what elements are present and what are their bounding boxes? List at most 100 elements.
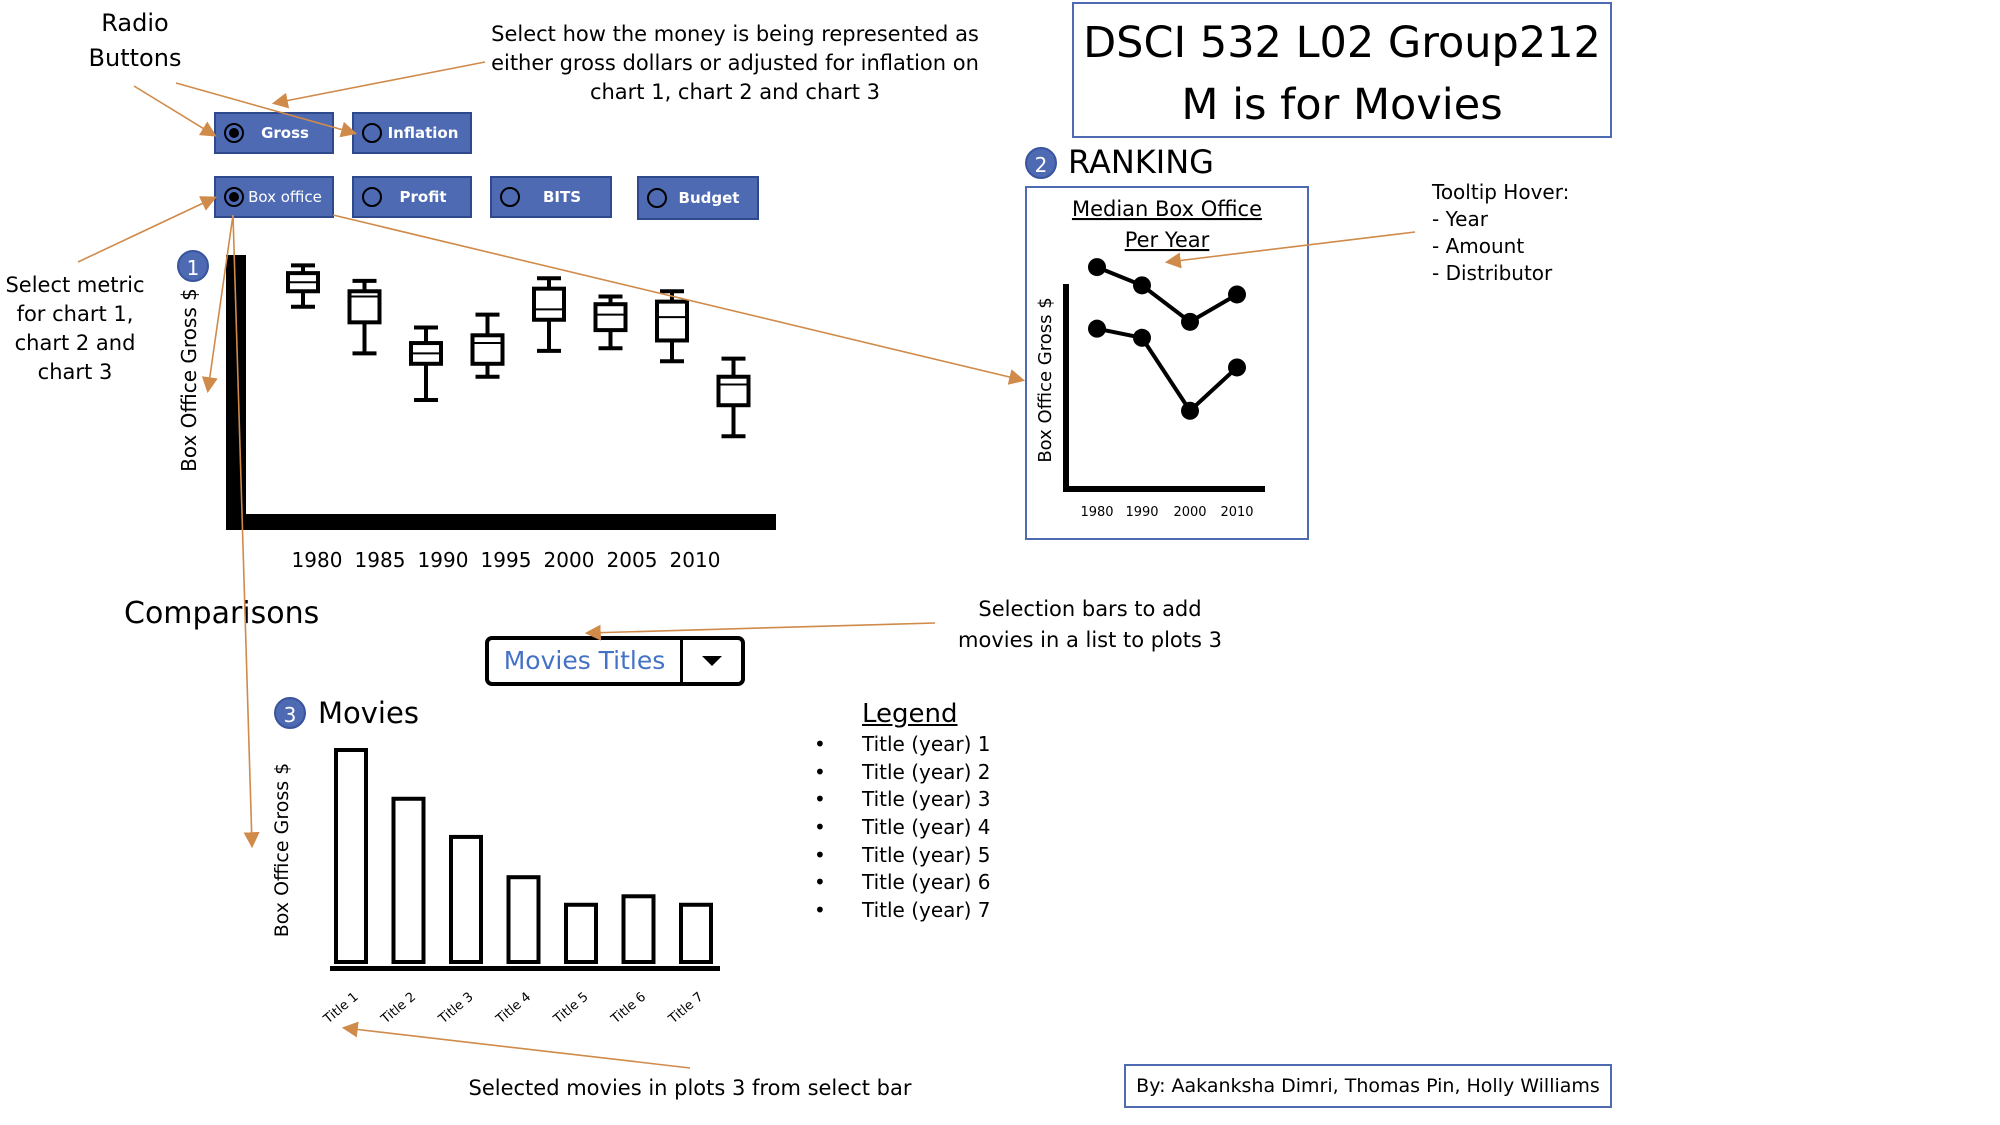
- box-mark: [716, 356, 751, 439]
- app-title-box: DSCI 532 L02 Group212 M is for Movies: [1072, 2, 1612, 138]
- ranking-heading: RANKING: [1068, 143, 1214, 181]
- annotation-line: - Distributor: [1432, 261, 1553, 285]
- legend-item: Title (year) 7: [814, 897, 991, 925]
- series-point[interactable]: [1181, 312, 1199, 331]
- comparisons-heading: Comparisons: [124, 596, 320, 631]
- series-point[interactable]: [1088, 319, 1106, 338]
- chart3-tick-label: Title 1: [320, 990, 361, 1028]
- chart2-tick-label: 2000: [1173, 505, 1206, 520]
- radio-buttons-annotation: Radio Buttons: [70, 6, 200, 76]
- radio-indicator-selected[interactable]: [224, 187, 244, 207]
- chart2-tick-label: 2010: [1220, 505, 1253, 520]
- radio-indicator[interactable]: [362, 187, 382, 207]
- radio-label: Box office: [248, 188, 322, 206]
- series-point[interactable]: [1133, 328, 1151, 347]
- chart3-x-axis: [330, 966, 720, 971]
- chart3-tick-label: Title 3: [435, 990, 476, 1028]
- annotation-line: for chart 1,: [16, 302, 134, 326]
- chart1-tick-label: 2000: [544, 548, 595, 572]
- tooltip-hover-note: Tooltip Hover: - Year - Amount - Distrib…: [1432, 179, 1632, 287]
- annotation-line: either gross dollars or adjusted for inf…: [491, 51, 979, 75]
- radio-bits[interactable]: BITS: [490, 176, 612, 218]
- chart1-x-axis: [226, 514, 776, 530]
- annotation-line: Select metric: [5, 273, 145, 297]
- chart2-y-axis: [1063, 284, 1069, 492]
- chart3-tick-label: Title 2: [378, 990, 419, 1028]
- annotation-line: - Year: [1432, 207, 1488, 231]
- radio-inflation[interactable]: Inflation: [352, 112, 472, 154]
- bar-mark: [679, 902, 713, 964]
- radio-box-office[interactable]: Box office: [214, 176, 334, 218]
- radio-indicator-selected[interactable]: [224, 123, 244, 143]
- movies-heading: Movies: [318, 696, 419, 730]
- bar-mark: [449, 834, 483, 964]
- arrow-selection-bars: [584, 622, 936, 641]
- box-mark: [532, 276, 566, 353]
- radio-indicator[interactable]: [647, 188, 667, 208]
- radio-label: Gross: [261, 124, 309, 142]
- annotation-line: Buttons: [88, 44, 182, 72]
- legend-item: Title (year) 2: [814, 759, 991, 787]
- series-point[interactable]: [1088, 258, 1106, 277]
- chart2-ylabel: Box Office Gross $: [1035, 297, 1056, 462]
- series-point[interactable]: [1181, 401, 1199, 420]
- box-mark: [347, 278, 382, 356]
- chart2-title-line2: Per Year: [1125, 228, 1210, 252]
- chart1-ylabel: Box Office Gross $: [177, 288, 201, 472]
- chart3-number-badge: 3: [274, 697, 306, 729]
- series-line: [1096, 265, 1239, 325]
- bar-mark: [391, 796, 426, 965]
- legend-item: Title (year) 3: [814, 786, 991, 814]
- box-mark: [655, 289, 689, 364]
- chart1-y-axis: [226, 255, 246, 530]
- annotation-line: chart 3: [37, 360, 113, 384]
- boxplot-chart: Box Office Gross $ 1980 1985 1990 1995 2000 2…: [177, 255, 776, 572]
- annotation-line: Selection bars to add: [978, 597, 1202, 621]
- radio-label: Budget: [678, 189, 740, 207]
- chart2-number-badge: 2: [1025, 147, 1057, 179]
- annotation-line: Tooltip Hover:: [1432, 180, 1570, 204]
- bar-mark: [564, 902, 598, 964]
- series-point[interactable]: [1228, 285, 1246, 304]
- series-point[interactable]: [1228, 358, 1246, 377]
- byline: By: Aakanksha Dimri, Thomas Pin, Holly W…: [1124, 1064, 1612, 1108]
- money-representation-note: Select how the money is being represente…: [470, 20, 1000, 107]
- box-mark: [470, 312, 505, 379]
- legend-item: Title (year) 5: [814, 842, 991, 870]
- box-mark: [593, 294, 628, 351]
- radio-indicator[interactable]: [500, 187, 520, 207]
- movies-bar-chart: Box Office Gross $ Title 1 Title 2 Title 3…: [271, 748, 720, 1028]
- radio-gross[interactable]: Gross: [214, 112, 334, 154]
- dropdown-toggle[interactable]: [683, 640, 741, 682]
- metric-select-note: Select metric for chart 1, chart 2 and c…: [0, 271, 150, 387]
- annotation-line: Radio: [101, 9, 169, 37]
- chart3-tick-label: Title 6: [608, 990, 649, 1028]
- chart3-tick-label: Title 7: [665, 990, 706, 1028]
- chart1-tick-label: 1990: [418, 548, 469, 572]
- radio-indicator[interactable]: [362, 123, 382, 143]
- box-mark: [286, 263, 320, 309]
- series-line: [1096, 326, 1239, 414]
- chart3-tick-label: Title 5: [550, 990, 591, 1028]
- chart1-tick-label: 1985: [355, 548, 406, 572]
- arrow-to-gross: [133, 85, 217, 137]
- box-mark: [409, 325, 443, 403]
- dropdown-value[interactable]: Movies Titles: [489, 640, 683, 682]
- radio-label: Profit: [399, 188, 447, 206]
- radio-label: BITS: [542, 188, 582, 206]
- radio-profit[interactable]: Profit: [352, 176, 472, 218]
- annotation-line: chart 2 and: [14, 331, 136, 355]
- bar-mark: [334, 748, 368, 964]
- ranking-line-chart: Median Box Office Per Year Box Office Gr…: [1035, 197, 1265, 520]
- series-point[interactable]: [1133, 276, 1151, 295]
- radio-budget[interactable]: Budget: [637, 176, 759, 220]
- chart3-ylabel: Box Office Gross $: [271, 763, 293, 938]
- radio-label: Inflation: [387, 124, 459, 142]
- chart2-title-line1: Median Box Office: [1072, 197, 1262, 221]
- chevron-down-icon[interactable]: [683, 640, 741, 682]
- movies-titles-dropdown[interactable]: Movies Titles: [485, 636, 745, 686]
- arrow-money-note: [271, 61, 486, 109]
- annotation-line: - Amount: [1432, 234, 1525, 258]
- chart3-tick-label: Title 4: [493, 990, 534, 1028]
- app-title-line2: M is for Movies: [1181, 80, 1503, 130]
